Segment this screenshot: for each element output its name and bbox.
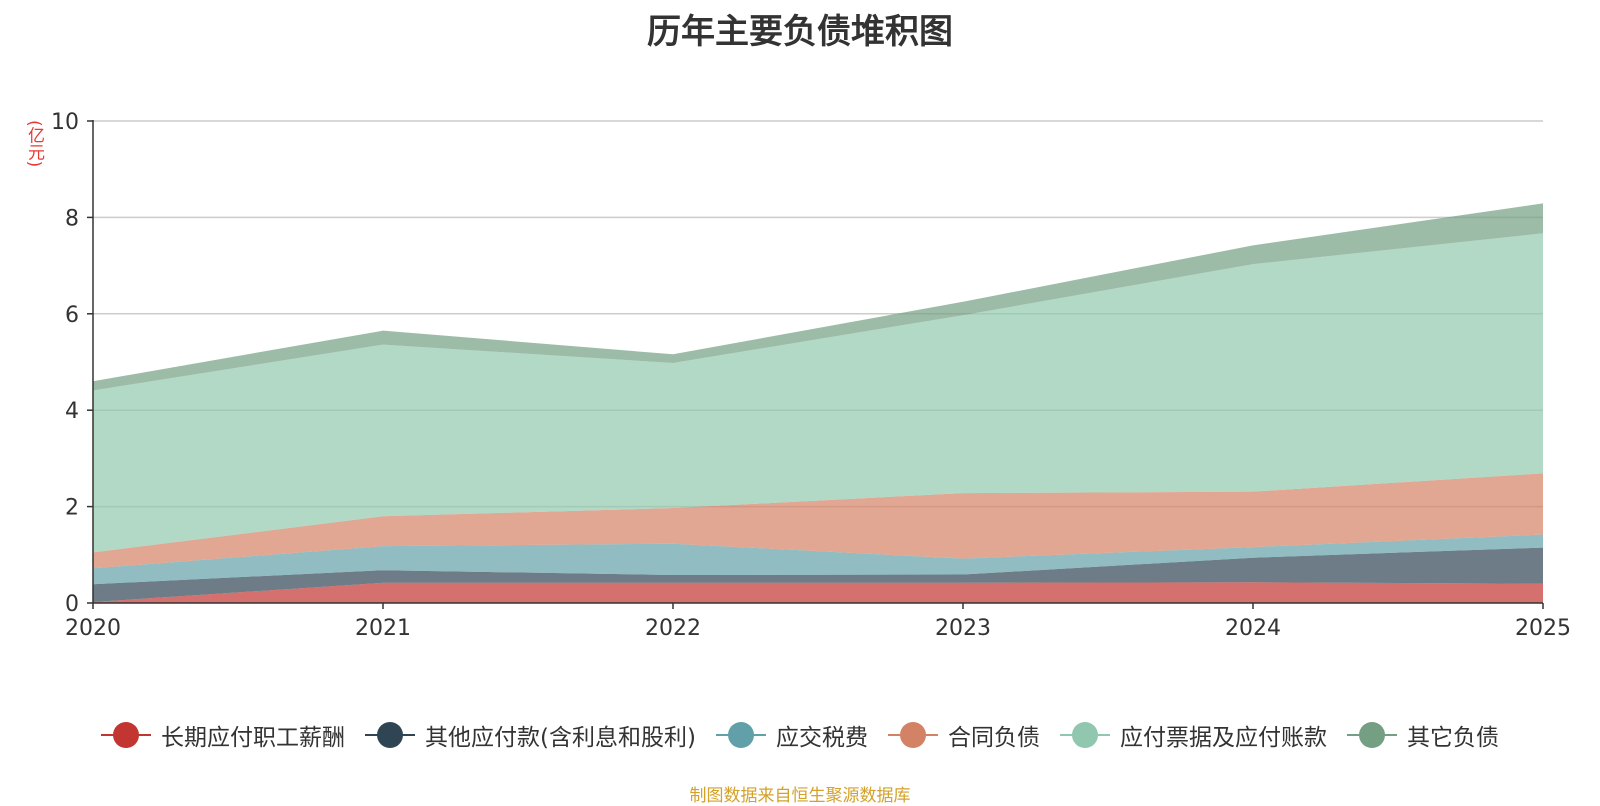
- legend-marker-icon: [101, 722, 152, 748]
- legend-item-3[interactable]: 应交税费: [715, 718, 868, 752]
- x-tick-label: 2025: [1515, 616, 1571, 641]
- legend-marker-icon: [1346, 722, 1397, 748]
- legend-marker-icon: [1059, 722, 1110, 748]
- legend: 长期应付职工薪酬 其他应付款(含利息和股利) 应交税费 合同负债 应付票据及应付账款 其它…: [0, 718, 1600, 752]
- area-series-2: [93, 547, 1543, 603]
- area-series-6: [93, 203, 1543, 391]
- legend-item-4[interactable]: 合同负债: [887, 718, 1040, 752]
- legend-label: 应交税费: [775, 725, 868, 751]
- legend-marker-icon: [887, 722, 938, 748]
- x-tick-label: 2021: [355, 616, 411, 641]
- legend-label: 合同负债: [947, 725, 1040, 751]
- legend-label: 其它负债: [1406, 725, 1499, 751]
- area-series-3: [93, 534, 1543, 585]
- x-tick-label: 2020: [65, 616, 121, 641]
- source-note: 制图数据来自恒生聚源数据库: [689, 786, 911, 806]
- legend-label: 应付票据及应付账款: [1119, 725, 1327, 751]
- area-series-group: [93, 203, 1543, 603]
- area-series-1: [93, 582, 1543, 603]
- x-tick-label: 2024: [1225, 616, 1281, 641]
- chart-title: 历年主要负债堆积图: [647, 12, 953, 52]
- y-tick-label: 4: [65, 399, 79, 424]
- x-tick-label: 2022: [645, 616, 701, 641]
- legend-marker-icon: [365, 722, 416, 748]
- legend-item-6[interactable]: 其它负债: [1346, 718, 1499, 752]
- area-series-4: [93, 473, 1543, 569]
- y-tick-label: 6: [65, 303, 79, 328]
- y-axis-unit-label: (亿元): [24, 120, 44, 168]
- legend-item-2[interactable]: 其他应付款(含利息和股利): [365, 718, 696, 752]
- legend-label: 其他应付款(含利息和股利): [425, 725, 696, 751]
- y-tick-label: 2: [65, 496, 79, 521]
- y-tick-label: 8: [65, 206, 79, 231]
- legend-item-1[interactable]: 长期应付职工薪酬: [101, 718, 345, 752]
- axes: 0 2 4 6 8 10 2020 2021 2022 2023 2024 2025: [51, 110, 1571, 641]
- x-tick-label: 2023: [935, 616, 991, 641]
- legend-item-5[interactable]: 应付票据及应付账款: [1059, 718, 1327, 752]
- y-tick-label: 10: [51, 110, 79, 135]
- legend-label: 长期应付职工薪酬: [161, 725, 346, 751]
- area-series-5: [93, 233, 1543, 553]
- y-tick-label: 0: [65, 592, 79, 617]
- legend-marker-icon: [715, 722, 766, 748]
